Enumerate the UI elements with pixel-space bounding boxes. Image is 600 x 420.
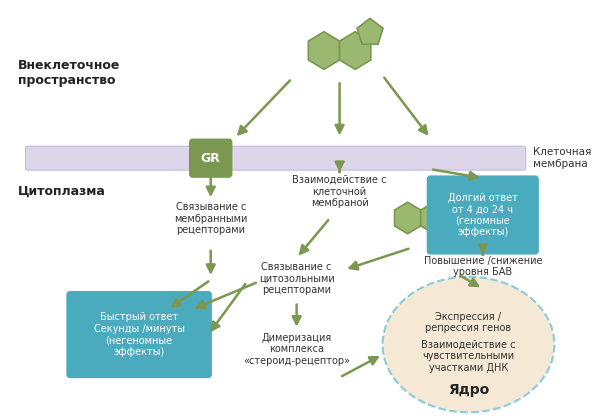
Text: Быстрый ответ
Секунды /минуты
(негеномные
эффекты): Быстрый ответ Секунды /минуты (негеномны… bbox=[94, 312, 185, 357]
Text: Цитоплазма: Цитоплазма bbox=[18, 185, 106, 198]
Text: Экспрессия /
репрессия генов: Экспрессия / репрессия генов bbox=[425, 312, 512, 333]
Polygon shape bbox=[421, 202, 447, 234]
Text: Связывание с
мембранными
рецепторами: Связывание с мембранными рецепторами bbox=[174, 202, 247, 235]
Text: Взаимодействие с
чувствительными
участками ДНК: Взаимодействие с чувствительными участка… bbox=[421, 340, 516, 373]
Polygon shape bbox=[308, 32, 340, 69]
Text: Повышение /снижение
уровня БАВ: Повышение /снижение уровня БАВ bbox=[424, 256, 542, 278]
Text: Внеклеточное
пространство: Внеклеточное пространство bbox=[18, 58, 120, 87]
Text: Клеточная
мембрана: Клеточная мембрана bbox=[533, 147, 592, 169]
Text: Долгий ответ
от 4 до 24 ч
(геномные
эффекты): Долгий ответ от 4 до 24 ч (геномные эффе… bbox=[448, 192, 518, 237]
FancyBboxPatch shape bbox=[427, 176, 538, 254]
Polygon shape bbox=[357, 18, 383, 44]
FancyBboxPatch shape bbox=[190, 139, 232, 177]
Polygon shape bbox=[395, 202, 421, 234]
Polygon shape bbox=[436, 191, 457, 213]
Polygon shape bbox=[340, 32, 371, 69]
Text: Димеризация
комплекса
«стероид-рецептор»: Димеризация комплекса «стероид-рецептор» bbox=[243, 333, 350, 366]
FancyBboxPatch shape bbox=[67, 292, 211, 378]
FancyBboxPatch shape bbox=[26, 146, 526, 170]
Text: Взаимодействие с
клеточной
мембраной: Взаимодействие с клеточной мембраной bbox=[292, 175, 387, 208]
Text: Ядро: Ядро bbox=[448, 383, 489, 397]
Text: GR: GR bbox=[201, 152, 221, 165]
Ellipse shape bbox=[383, 277, 554, 412]
Text: Связывание с
цитозольными
рецепторами: Связывание с цитозольными рецепторами bbox=[259, 262, 335, 295]
